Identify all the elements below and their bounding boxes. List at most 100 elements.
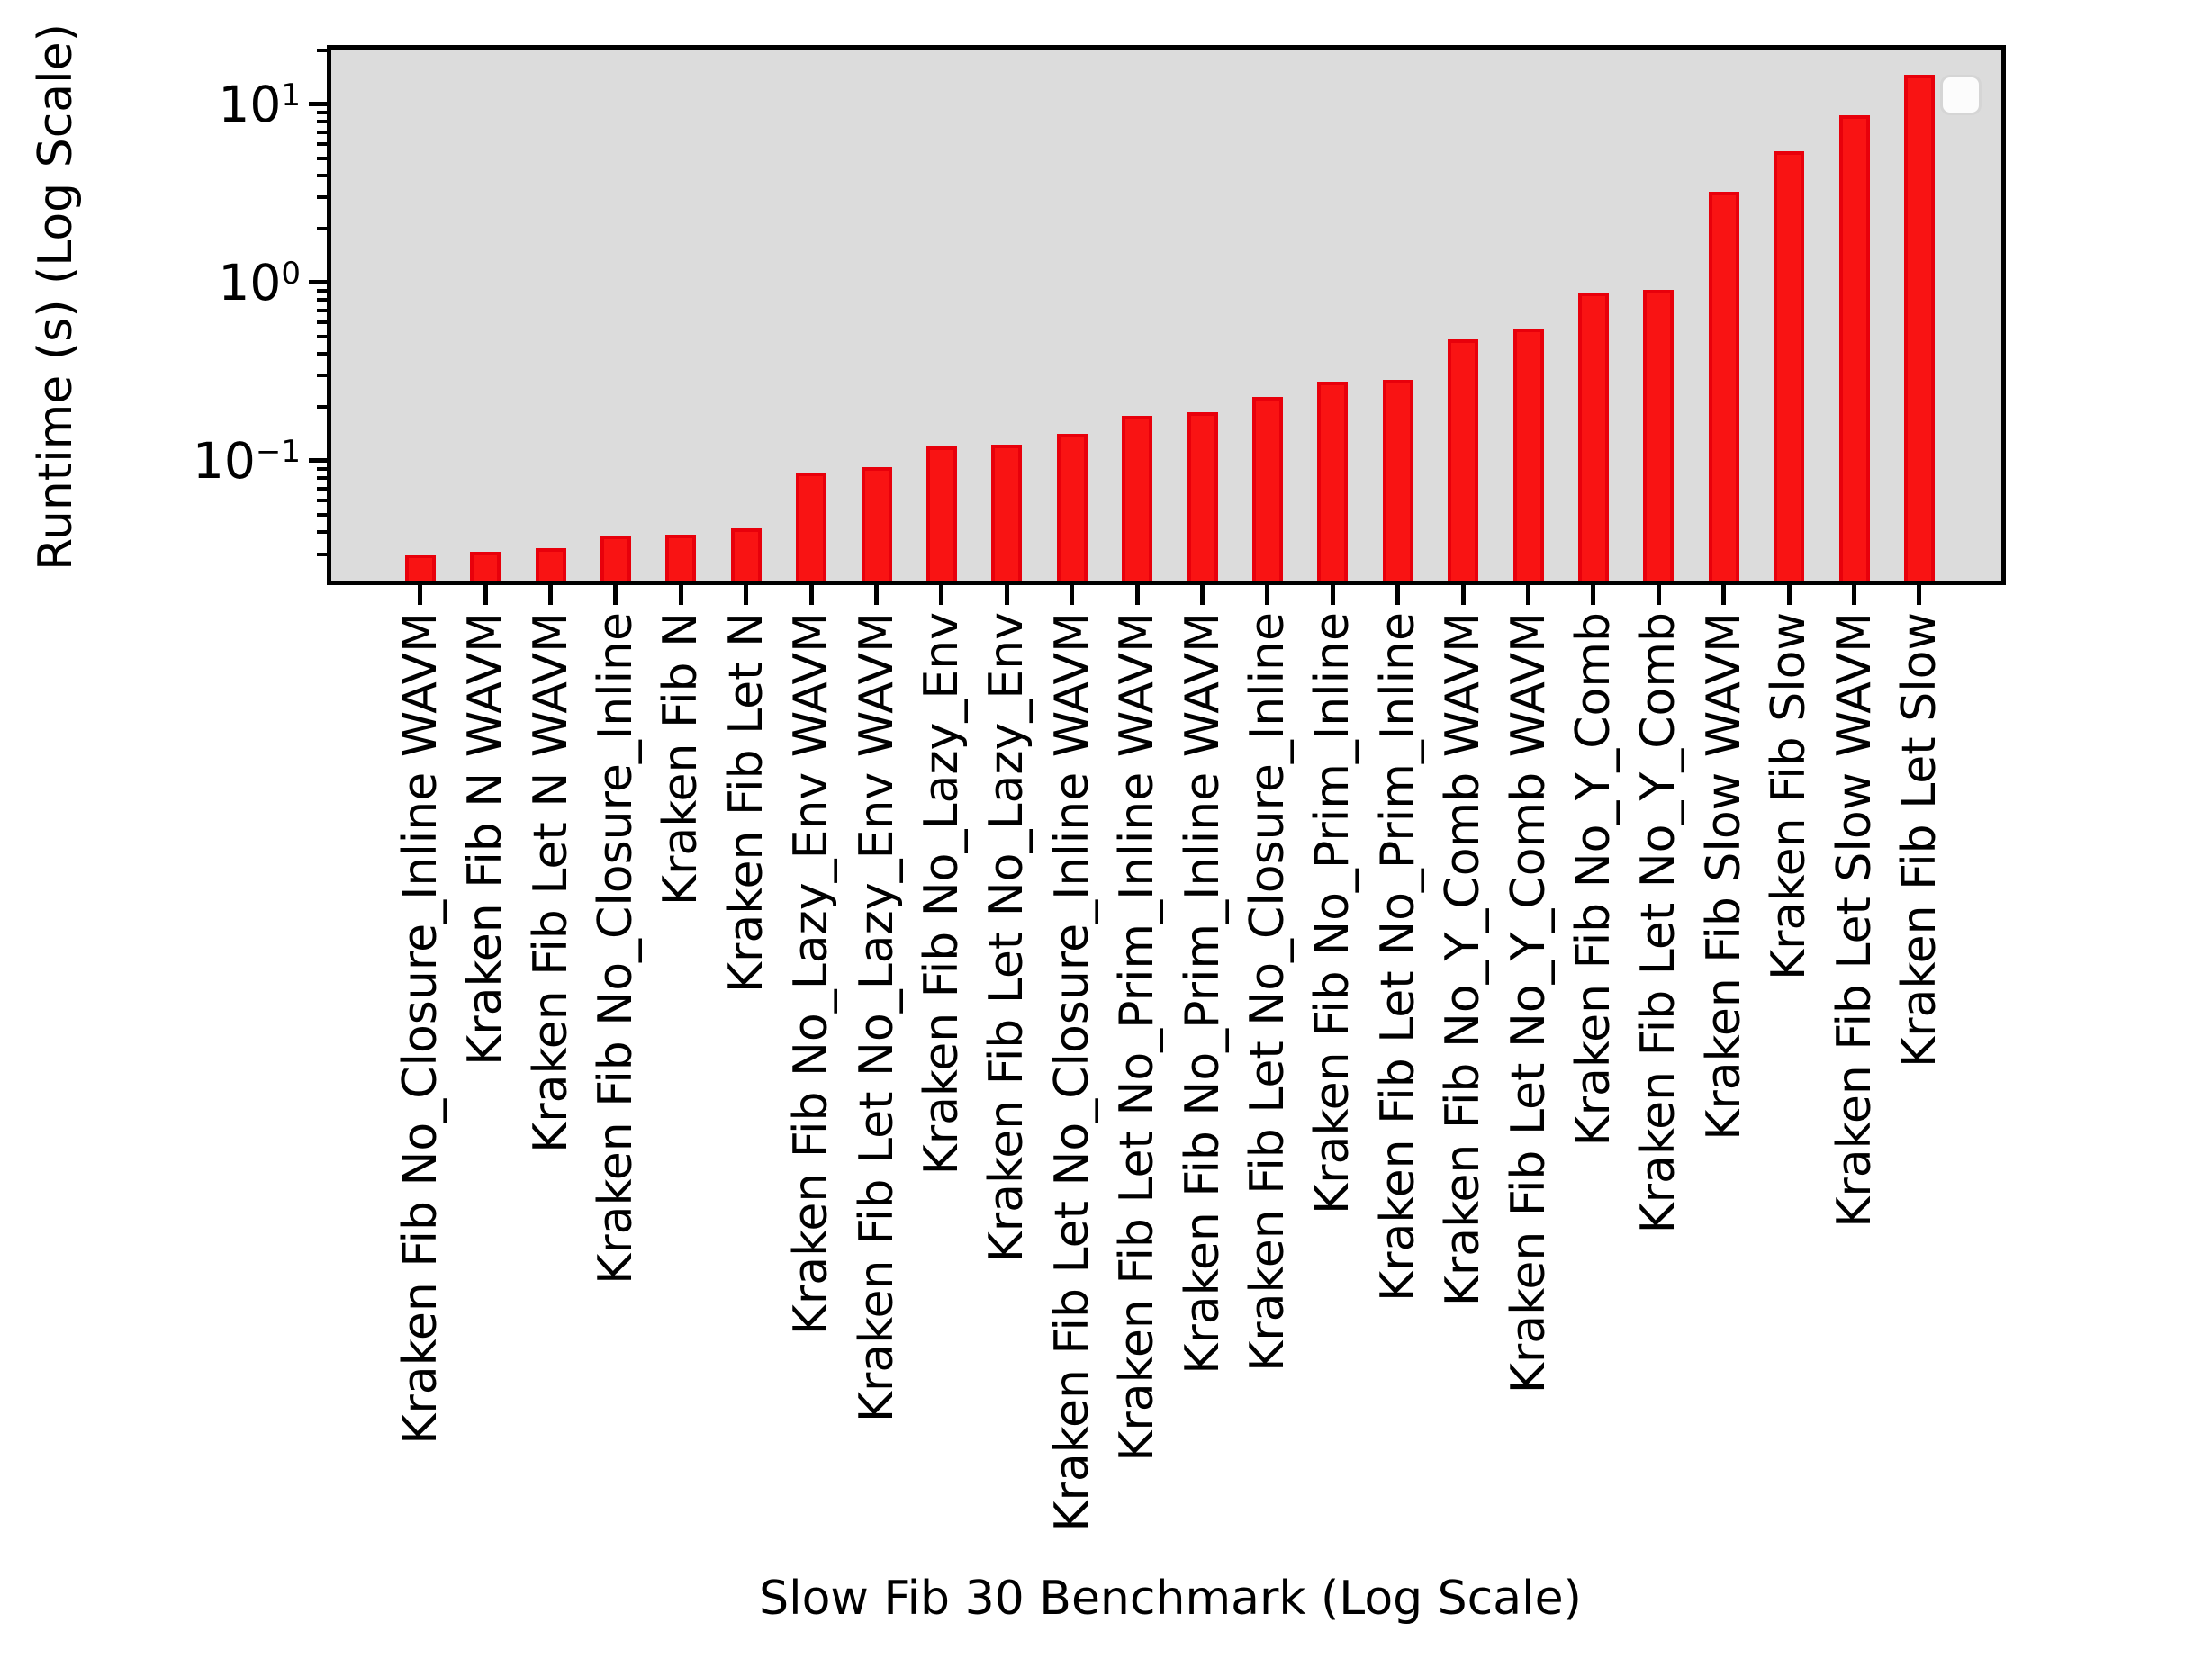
y-tick-minor bbox=[317, 156, 327, 160]
x-tick bbox=[874, 585, 879, 605]
y-tick-minor bbox=[317, 552, 327, 556]
x-tick bbox=[1721, 585, 1727, 605]
plot-area bbox=[331, 50, 2001, 581]
y-tick-major bbox=[309, 102, 327, 107]
x-tick-label: Kraken Fib No_Y_Comb bbox=[1566, 612, 1621, 1147]
y-tick-major bbox=[309, 458, 327, 464]
y-tick-minor bbox=[317, 405, 327, 410]
y-tick-minor bbox=[317, 529, 327, 534]
y-tick-minor bbox=[317, 498, 327, 502]
bar bbox=[600, 536, 631, 581]
x-tick bbox=[1070, 585, 1075, 605]
x-tick-label: Kraken Fib No_Closure_Inline WAVM bbox=[393, 612, 447, 1445]
y-tick-minor bbox=[317, 320, 327, 324]
x-tick bbox=[1786, 585, 1792, 605]
bar bbox=[404, 555, 436, 581]
x-tick-label: Kraken Fib Let Slow bbox=[1891, 612, 1946, 1068]
x-axis-title: Slow Fib 30 Benchmark (Log Scale) bbox=[759, 1572, 1582, 1626]
bar bbox=[1122, 416, 1153, 581]
x-tick-label: Kraken Fib No_Y_Comb WAVM bbox=[1436, 612, 1491, 1307]
bar bbox=[1708, 191, 1739, 581]
x-tick bbox=[939, 585, 944, 605]
y-tick-minor bbox=[317, 195, 327, 200]
bar bbox=[1251, 396, 1283, 581]
x-tick bbox=[483, 585, 488, 605]
y-tick-minor bbox=[317, 141, 327, 146]
bar bbox=[1774, 151, 1805, 581]
y-tick-label: 101 bbox=[218, 75, 301, 133]
bar bbox=[1643, 289, 1675, 581]
y-tick-minor bbox=[317, 173, 327, 177]
y-tick-minor bbox=[317, 110, 327, 114]
y-tick-minor bbox=[317, 227, 327, 231]
x-tick-label: Kraken Fib Let No_Lazy_Env WAVM bbox=[849, 612, 904, 1423]
bar bbox=[796, 473, 827, 581]
bar bbox=[1187, 412, 1218, 581]
y-tick-minor bbox=[317, 308, 327, 312]
x-tick-label: Kraken Fib No_Closure_Inline bbox=[588, 612, 643, 1285]
x-tick bbox=[1200, 585, 1205, 605]
x-tick bbox=[1265, 585, 1270, 605]
bar bbox=[1382, 379, 1413, 581]
x-tick bbox=[548, 585, 553, 605]
x-tick-label: Kraken Fib No_Prim_Inline bbox=[1305, 612, 1360, 1214]
x-tick bbox=[808, 585, 814, 605]
x-tick-label: Kraken Fib Let No_Y_Comb WAVM bbox=[1501, 612, 1556, 1394]
x-tick-label: Kraken Fib No_Lazy_Env WAVM bbox=[784, 612, 839, 1336]
x-tick-label: Kraken Fib Let No_Closure_Inline bbox=[1240, 612, 1295, 1372]
y-tick-minor bbox=[317, 512, 327, 517]
bar bbox=[1056, 434, 1088, 581]
bar bbox=[470, 551, 501, 581]
x-tick-label: Kraken Fib Let No_Prim_Inline bbox=[1370, 612, 1425, 1302]
x-tick bbox=[1852, 585, 1856, 605]
x-tick bbox=[1134, 585, 1140, 605]
x-tick-label: Kraken Fib Let No_Y_Comb bbox=[1631, 612, 1686, 1234]
y-tick-label: 10−1 bbox=[192, 431, 301, 490]
x-tick-label: Kraken Fib Let Slow WAVM bbox=[1827, 612, 1882, 1228]
bar bbox=[1903, 74, 1935, 581]
y-tick-minor bbox=[317, 298, 327, 302]
y-tick-minor bbox=[317, 351, 327, 356]
y-tick-minor bbox=[317, 476, 327, 481]
x-tick bbox=[678, 585, 683, 605]
bar bbox=[535, 548, 566, 581]
y-tick-exponent: 0 bbox=[281, 255, 301, 292]
bar bbox=[730, 527, 762, 581]
y-tick-minor bbox=[317, 49, 327, 53]
y-axis-label: Runtime (s) (Log Scale) bbox=[29, 23, 83, 571]
x-tick bbox=[1460, 585, 1466, 605]
y-tick-minor bbox=[317, 486, 327, 491]
bar bbox=[1838, 114, 1870, 581]
bar bbox=[665, 534, 697, 581]
x-tick bbox=[613, 585, 618, 605]
x-tick-label: Kraken Fib Let N bbox=[718, 612, 773, 994]
y-tick-exponent: 1 bbox=[281, 77, 301, 113]
x-tick bbox=[1330, 585, 1335, 605]
bar bbox=[991, 445, 1023, 581]
x-tick bbox=[1395, 585, 1401, 605]
x-tick bbox=[744, 585, 749, 605]
x-tick-label: Kraken Fib No_Lazy_Env bbox=[914, 612, 969, 1176]
bar bbox=[925, 446, 957, 581]
y-tick-minor bbox=[317, 289, 327, 293]
x-tick bbox=[1656, 585, 1661, 605]
y-tick-minor bbox=[317, 374, 327, 378]
bar bbox=[1448, 338, 1479, 581]
x-tick-label: Kraken Fib N bbox=[654, 612, 709, 906]
x-tick-label: Kraken Fib N WAVM bbox=[458, 612, 513, 1066]
bar bbox=[1317, 382, 1349, 581]
bar bbox=[861, 466, 892, 581]
x-tick-label: Kraken Fib Let N WAVM bbox=[523, 612, 578, 1153]
x-tick bbox=[418, 585, 423, 605]
x-tick bbox=[1526, 585, 1530, 605]
y-tick-minor bbox=[317, 120, 327, 124]
y-tick-exponent: −1 bbox=[255, 433, 301, 470]
y-tick-minor bbox=[317, 467, 327, 472]
x-tick-label: Kraken Fib No_Prim_Inline WAVM bbox=[1175, 612, 1230, 1375]
y-tick-minor bbox=[317, 130, 327, 134]
bar bbox=[1577, 292, 1609, 581]
y-tick-label: 100 bbox=[218, 253, 301, 311]
bar bbox=[1512, 328, 1544, 581]
x-tick bbox=[1591, 585, 1596, 605]
